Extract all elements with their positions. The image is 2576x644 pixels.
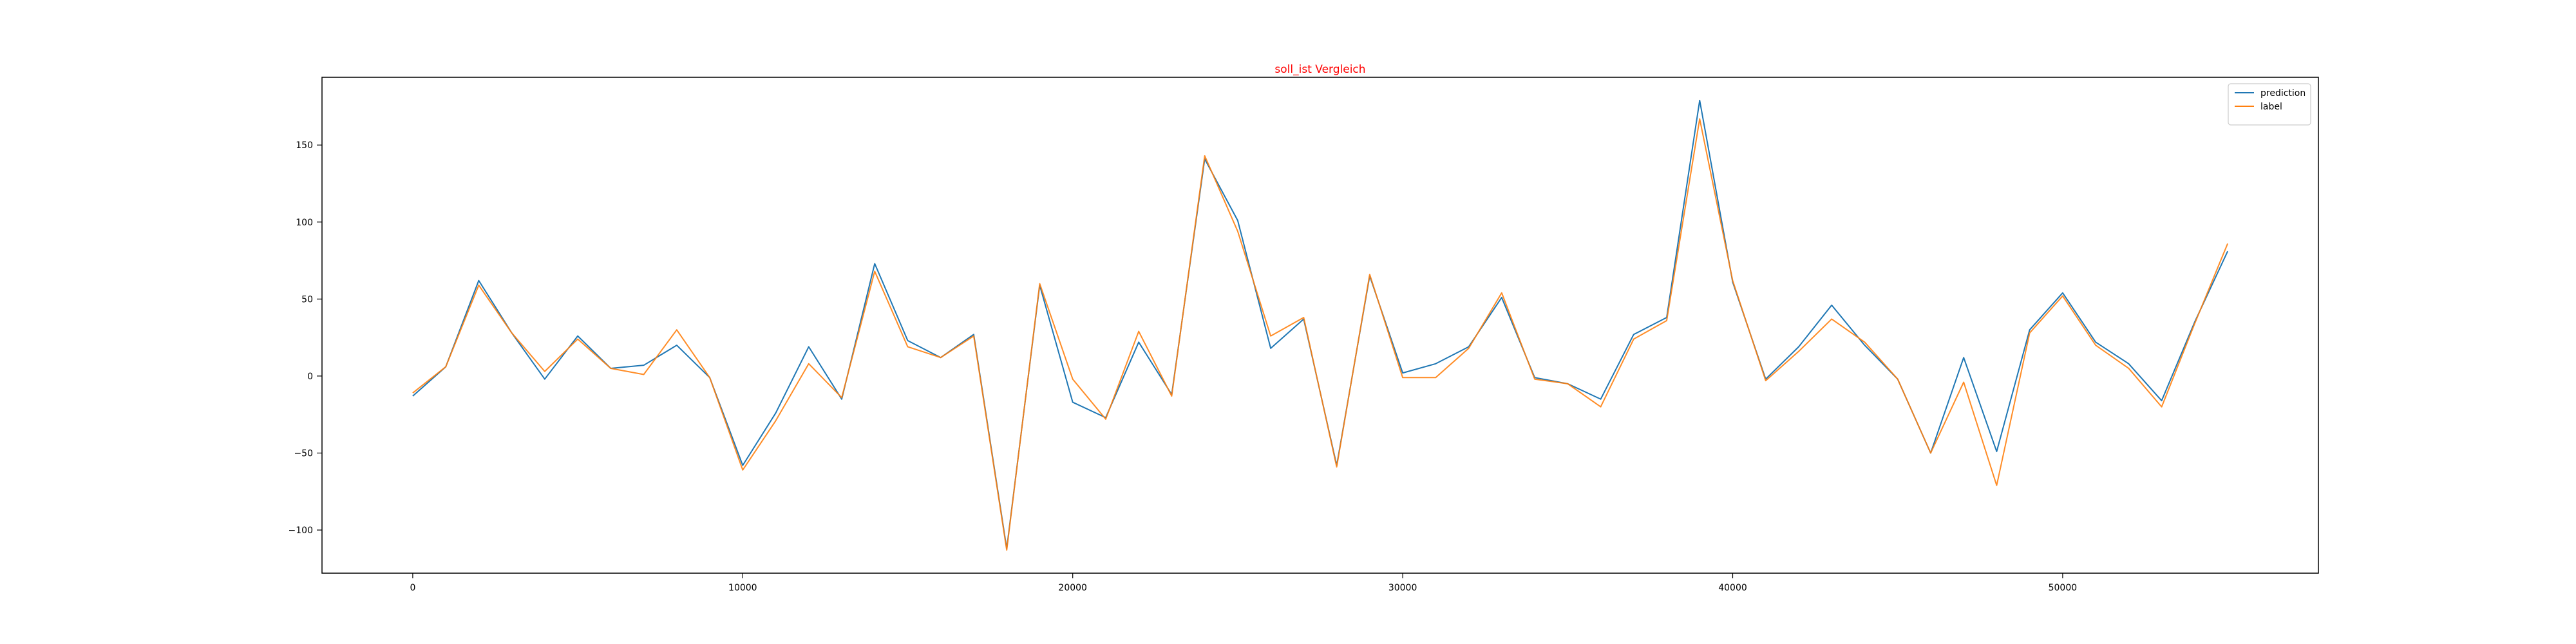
legend: prediction label [2228,83,2311,126]
x-axis: 0 10000 20000 30000 40000 50000 [410,573,2077,593]
plot-frame [321,77,2319,574]
y-tick-label: 0 [307,372,313,382]
x-tick-label: 10000 [728,583,757,593]
legend-box [2228,83,2311,126]
y-tick-label: 50 [301,294,313,305]
x-tick-label: 50000 [2049,583,2078,593]
chart-title: soll_ist Vergleich [1274,63,1365,76]
series-line-label [412,118,2229,551]
x-tick-label: 30000 [1388,583,1417,593]
plot-background [322,77,2318,573]
legend-label-prediction: prediction [2260,88,2306,99]
y-tick-label: 150 [296,140,313,151]
y-tick-label: 100 [296,218,313,228]
y-tick-label: −100 [289,526,313,536]
x-tick-label: 40000 [1718,583,1747,593]
y-tick-label: −50 [294,448,313,459]
plot-area [321,77,2319,574]
x-tick-label: 20000 [1058,583,1087,593]
x-tick-label: 0 [410,583,415,593]
legend-label-label: label [2260,102,2282,112]
y-axis: −100 −50 0 50 100 150 [289,140,322,536]
